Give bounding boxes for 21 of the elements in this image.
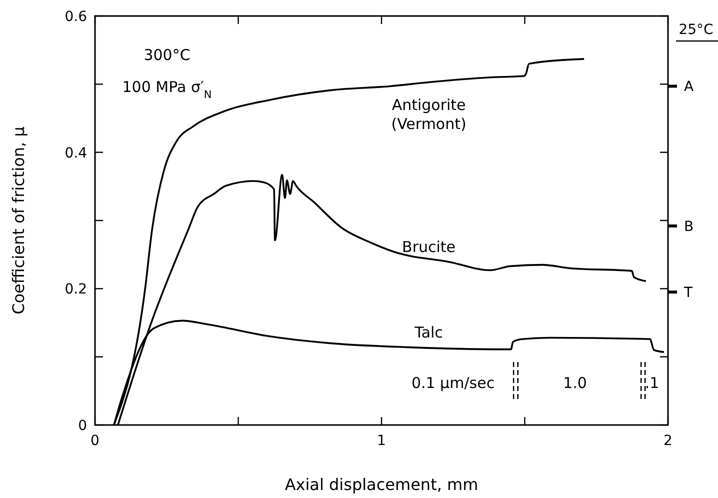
y-tick-label: 0 (78, 418, 87, 434)
annotation: 300°C (144, 46, 190, 64)
y-tick-label: 0.4 (64, 145, 88, 162)
x-tick-label: 0 (90, 433, 100, 449)
series-label: Antigorite (Vermont) (391, 96, 466, 134)
annotation: .1 (644, 374, 660, 392)
annotation: 100 MPa σ′$_{N}$ (122, 78, 212, 101)
series-label: Brucite (402, 238, 456, 256)
y-axis-title: Coefficient of friction, μ (9, 126, 28, 314)
x-axis-title: Axial displacement, mm (284, 475, 478, 494)
ref-line-label: T (683, 285, 693, 302)
y-tick-label: 0.2 (64, 282, 87, 298)
ref-line-label: B (684, 218, 694, 235)
text: 25°C (678, 22, 714, 38)
ref-line-label: A (684, 79, 694, 96)
annotation: 1.0 (563, 374, 587, 392)
y-tick-label: 0.6 (64, 9, 88, 25)
annotation: 0.1 µm/sec (411, 374, 495, 392)
x-tick-label: 2 (664, 433, 672, 449)
x-tick-label: 1 (377, 433, 386, 449)
series-label: Talc (414, 323, 443, 342)
